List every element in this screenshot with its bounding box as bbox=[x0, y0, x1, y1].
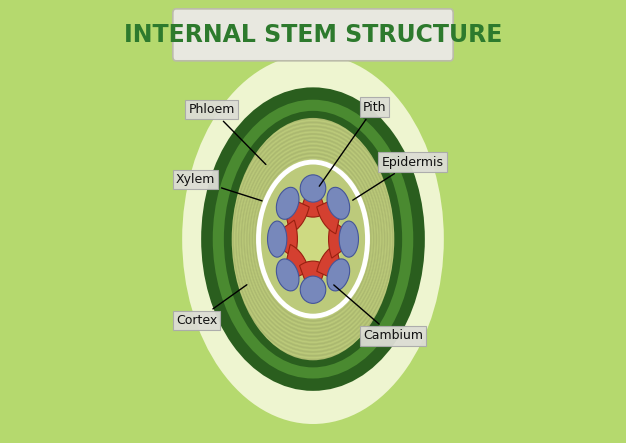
Text: Epidermis: Epidermis bbox=[352, 155, 444, 200]
Circle shape bbox=[232, 125, 394, 353]
Text: INTERNAL STEM STRUCTURE: INTERNAL STEM STRUCTURE bbox=[124, 23, 502, 47]
Circle shape bbox=[247, 147, 379, 332]
Circle shape bbox=[239, 135, 387, 343]
Circle shape bbox=[245, 143, 381, 335]
Ellipse shape bbox=[327, 187, 350, 219]
Circle shape bbox=[227, 117, 399, 361]
Wedge shape bbox=[281, 245, 309, 284]
Circle shape bbox=[228, 120, 398, 359]
Ellipse shape bbox=[276, 259, 299, 291]
Circle shape bbox=[249, 148, 377, 330]
Circle shape bbox=[253, 154, 373, 324]
Ellipse shape bbox=[276, 187, 299, 219]
Wedge shape bbox=[317, 245, 345, 284]
Circle shape bbox=[230, 121, 396, 357]
Circle shape bbox=[254, 156, 372, 322]
Wedge shape bbox=[300, 175, 326, 217]
Ellipse shape bbox=[300, 276, 326, 303]
Circle shape bbox=[242, 139, 384, 339]
Ellipse shape bbox=[339, 221, 359, 257]
Wedge shape bbox=[268, 220, 297, 258]
Circle shape bbox=[238, 133, 388, 345]
Circle shape bbox=[182, 54, 444, 424]
Circle shape bbox=[235, 129, 391, 349]
Circle shape bbox=[246, 144, 380, 334]
Circle shape bbox=[225, 116, 401, 363]
Text: Cambium: Cambium bbox=[334, 285, 423, 342]
Circle shape bbox=[231, 123, 395, 355]
Text: Phloem: Phloem bbox=[188, 103, 266, 164]
Circle shape bbox=[256, 158, 370, 320]
Circle shape bbox=[224, 114, 402, 365]
Circle shape bbox=[237, 131, 389, 347]
Circle shape bbox=[233, 127, 393, 351]
Wedge shape bbox=[300, 261, 326, 303]
Ellipse shape bbox=[300, 175, 326, 202]
Circle shape bbox=[259, 162, 367, 316]
Text: Pith: Pith bbox=[319, 101, 386, 186]
Circle shape bbox=[284, 197, 342, 281]
Circle shape bbox=[252, 152, 374, 326]
Circle shape bbox=[240, 137, 386, 341]
Ellipse shape bbox=[327, 259, 350, 291]
Wedge shape bbox=[329, 220, 358, 258]
Text: Xylem: Xylem bbox=[176, 173, 262, 201]
Circle shape bbox=[250, 151, 376, 328]
Text: Cortex: Cortex bbox=[176, 285, 247, 327]
Wedge shape bbox=[317, 194, 345, 234]
FancyBboxPatch shape bbox=[173, 9, 453, 61]
Circle shape bbox=[244, 141, 382, 338]
Ellipse shape bbox=[267, 221, 287, 257]
Wedge shape bbox=[281, 194, 309, 234]
Circle shape bbox=[257, 160, 369, 318]
